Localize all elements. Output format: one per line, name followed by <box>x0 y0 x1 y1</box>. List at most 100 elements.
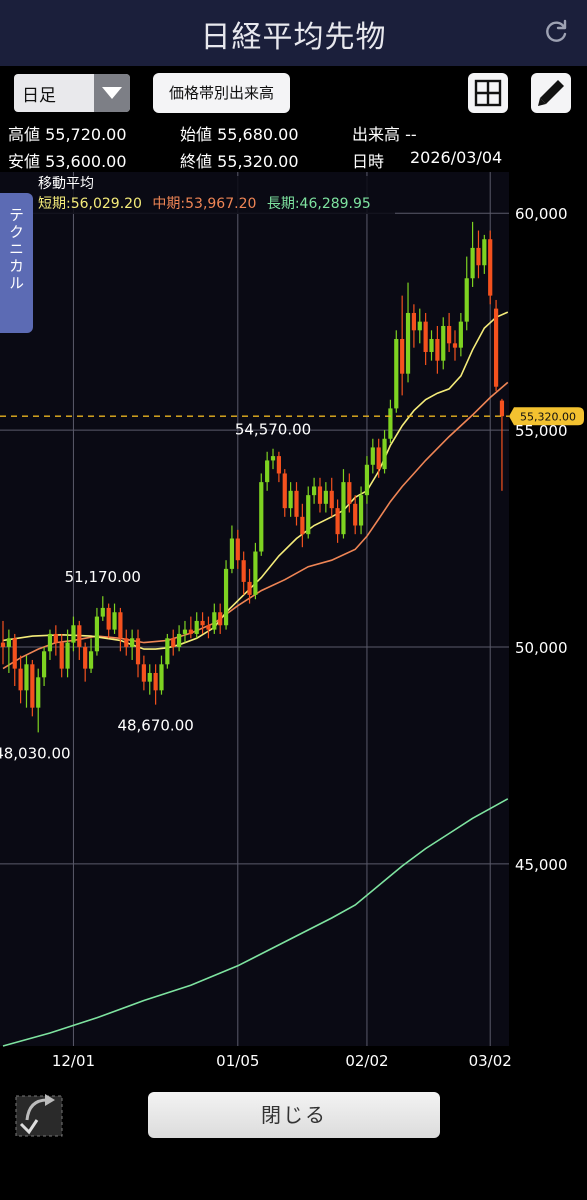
y-tick-label: 60,000 <box>515 205 568 223</box>
grid-layout-button[interactable] <box>468 73 508 113</box>
candle-body <box>394 338 399 409</box>
current-price-label: 55,320.00 <box>520 411 576 424</box>
candle-body <box>329 490 334 509</box>
candle <box>482 234 487 274</box>
candle-body <box>177 633 182 647</box>
candle-body <box>100 607 105 617</box>
candle <box>159 655 164 695</box>
candle-body <box>341 482 346 535</box>
candle-body <box>147 672 152 682</box>
candle <box>458 312 463 357</box>
candle <box>470 221 475 287</box>
candle <box>182 620 188 643</box>
candle <box>153 664 158 705</box>
current-price-tag <box>509 407 584 426</box>
candle <box>100 596 105 621</box>
legend-short-ma: 短期:56,029.20 <box>38 196 142 212</box>
candle <box>317 477 323 513</box>
candle <box>353 495 358 535</box>
candle <box>253 542 258 600</box>
candle <box>329 477 334 517</box>
candle <box>411 304 416 348</box>
chart-annotations: 54,570.00 51,170.00 48,670.00 48,030.00 <box>0 421 311 763</box>
candle <box>312 477 317 504</box>
candle <box>147 664 152 695</box>
candle <box>200 612 205 634</box>
price-annotation: 48,030.00 <box>0 744 71 762</box>
candle <box>171 629 176 656</box>
candle-body <box>353 503 358 526</box>
candle-body <box>218 612 223 626</box>
candle-body <box>288 490 293 509</box>
candle <box>476 230 481 279</box>
candle-body <box>77 625 82 647</box>
candle-body <box>335 508 340 535</box>
long-ma-line <box>2 798 509 1047</box>
refresh-icon[interactable] <box>543 19 569 45</box>
candle-body <box>400 338 405 374</box>
candle-body <box>88 651 94 669</box>
candle-body <box>499 400 505 417</box>
candle-body <box>141 664 146 682</box>
candle-body <box>12 638 17 669</box>
candle <box>212 603 217 634</box>
drawing-button[interactable] <box>531 73 571 113</box>
candle <box>83 642 88 682</box>
candle-body <box>6 638 11 647</box>
period-select[interactable]: 日足 <box>14 74 130 112</box>
candle-body <box>482 239 487 266</box>
candle <box>0 620 6 665</box>
candle-body <box>182 629 188 634</box>
candle-body <box>488 239 493 296</box>
candle-body <box>223 568 229 626</box>
candle-body <box>282 473 287 509</box>
candle-body <box>294 490 299 517</box>
candle-body <box>435 338 440 361</box>
candle-body <box>347 482 352 504</box>
technical-tab-label: テクニカル <box>7 207 25 292</box>
candle-body <box>452 343 458 348</box>
volume-profile-button[interactable]: 価格帯別出来高 <box>153 73 290 113</box>
candle <box>177 625 182 652</box>
close-button[interactable]: 閉じる <box>148 1092 440 1138</box>
candle <box>36 668 41 733</box>
back-icon[interactable] <box>15 1090 65 1138</box>
candle-body <box>106 607 111 630</box>
candle <box>388 399 393 444</box>
candle-body <box>411 312 416 331</box>
candle <box>265 451 270 491</box>
candle-body <box>24 664 29 691</box>
candle <box>447 312 452 353</box>
candle-body <box>159 664 164 691</box>
info-open: 始値 55,680.00 <box>180 125 299 144</box>
candle-body <box>493 308 499 387</box>
candle <box>12 633 17 686</box>
candle <box>188 616 193 639</box>
candle-body <box>30 664 35 708</box>
candle <box>499 398 505 491</box>
candle <box>235 529 240 569</box>
candle <box>118 607 123 652</box>
candle-body <box>358 495 364 526</box>
candle-body <box>476 247 481 266</box>
current-price-marker: 55,320.00 <box>0 407 584 426</box>
candle <box>347 473 352 513</box>
candle <box>335 499 340 543</box>
candle-body <box>458 321 463 348</box>
candle-body <box>447 325 452 344</box>
candle-body <box>235 538 240 561</box>
y-tick-label: 55,000 <box>515 422 568 440</box>
technical-tab[interactable]: テクニカル <box>0 193 33 333</box>
candle <box>300 503 305 548</box>
candle <box>65 629 70 678</box>
candle-body <box>382 438 387 470</box>
candle <box>94 607 100 656</box>
candle-body <box>276 456 281 474</box>
candle <box>124 629 129 656</box>
candle <box>400 295 405 396</box>
candle-body <box>0 642 6 647</box>
candle-body <box>59 642 64 669</box>
price-chart[interactable]: 55,320.00 54,570.00 51,170.00 48,670.00 48,… <box>0 172 587 1080</box>
candle <box>323 482 328 513</box>
info-datetime-label: 日時 <box>352 152 385 171</box>
